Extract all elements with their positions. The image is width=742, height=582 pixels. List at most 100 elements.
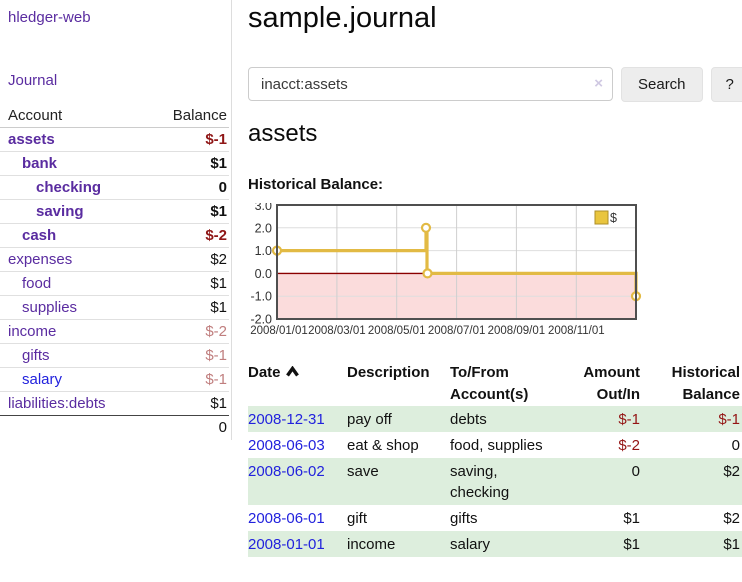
transaction-balance: $-1 — [718, 411, 740, 428]
search-form: × Search ? — [248, 67, 742, 102]
sidebar-account-row: supplies $1 — [0, 296, 229, 320]
transaction-amount: 0 — [631, 463, 640, 480]
brand-link[interactable]: hledger-web — [8, 9, 91, 26]
account-balance: $-2 — [205, 227, 227, 244]
account-link[interactable]: saving — [36, 203, 84, 220]
v-gridlines — [336, 206, 577, 318]
svg-text:-1.0: -1.0 — [250, 290, 272, 304]
transaction-amount: $1 — [623, 510, 640, 527]
transaction-balance: $2 — [723, 463, 740, 480]
accounts-total-row: 0 — [0, 416, 229, 440]
legend-swatch — [594, 210, 609, 225]
account-balance: $-1 — [205, 371, 227, 388]
transaction-amount: $1 — [623, 536, 640, 553]
svg-text:2008/07/01: 2008/07/01 — [428, 325, 486, 337]
transaction-date-link[interactable]: 2008-06-02 — [248, 463, 325, 480]
transaction-description: pay off — [347, 411, 392, 428]
transaction-accounts: debts — [450, 411, 487, 428]
account-link[interactable]: expenses — [8, 251, 73, 268]
sidebar-account-row: checking 0 — [0, 176, 229, 200]
sidebar-account-row: assets $-1 — [0, 128, 229, 152]
transaction-balance: $2 — [723, 510, 740, 527]
sidebar-account-row: saving $1 — [0, 200, 229, 224]
svg-text:-2.0: -2.0 — [250, 313, 272, 327]
sidebar-account-row: food $1 — [0, 272, 229, 296]
sidebar-account-row: liabilities:debts $1 — [0, 392, 229, 416]
svg-text:2008/03/01: 2008/03/01 — [308, 325, 366, 337]
sort-ascending-icon — [285, 362, 299, 384]
date-column-header[interactable]: Date — [248, 362, 347, 406]
y-axis-ticks: 3.0 2.0 1.0 0.0 -1.0 -2.0 — [250, 203, 272, 327]
clear-search-icon[interactable]: × — [594, 75, 603, 92]
x-axis-ticks: 2008/01/01 2008/03/01 2008/05/01 2008/07… — [250, 325, 604, 337]
search-button[interactable]: Search — [621, 67, 703, 102]
svg-text:0.0: 0.0 — [255, 267, 272, 281]
account-balance: $1 — [210, 155, 227, 172]
table-row: 2008-06-02 save saving, checking 0 $2 — [248, 458, 742, 505]
sidebar-account-row: salary $-1 — [0, 368, 229, 392]
transaction-description: eat & shop — [347, 437, 419, 454]
transaction-date-link[interactable]: 2008-01-01 — [248, 536, 325, 553]
transaction-amount: $-1 — [618, 411, 640, 428]
transaction-date-link[interactable]: 2008-12-31 — [248, 411, 325, 428]
chart-label: Historical Balance: — [248, 176, 384, 193]
sidebar-account-row: cash $-2 — [0, 224, 229, 248]
transaction-description: save — [347, 463, 379, 480]
sidebar-account-row: expenses $2 — [0, 248, 229, 272]
account-link[interactable]: income — [8, 323, 57, 340]
accounts-column-header: To/From Account(s) — [450, 364, 529, 403]
main-content: sample.journal × Search ? assets Histori… — [248, 0, 742, 582]
balance-column-header: Balance — [172, 107, 227, 124]
table-row: 2008-01-01 income salary $1 $1 — [248, 531, 742, 557]
svg-text:1.0: 1.0 — [255, 244, 272, 258]
transaction-accounts: salary — [450, 536, 491, 553]
transaction-accounts: gifts — [450, 510, 478, 527]
sidebar-account-row: bank $1 — [0, 152, 229, 176]
account-balance: $-2 — [205, 323, 227, 340]
balance-series-line — [277, 226, 638, 297]
transaction-date-link[interactable]: 2008-06-01 — [248, 510, 325, 527]
svg-text:2008/05/01: 2008/05/01 — [368, 325, 426, 337]
svg-text:2.0: 2.0 — [255, 221, 272, 235]
accounts-table: Account Balance assets $-1 bank $1 checking 0… — [0, 104, 229, 440]
account-link[interactable]: salary — [22, 371, 63, 388]
account-balance: $1 — [210, 275, 227, 292]
account-link[interactable]: liabilities:debts — [8, 395, 106, 412]
nav-journal-link[interactable]: Journal — [8, 72, 58, 89]
register-header: Date Description To/From Account(s) Amoun… — [248, 362, 742, 406]
account-link[interactable]: cash — [22, 227, 57, 244]
transaction-balance: $1 — [723, 536, 740, 553]
account-column-header: Account — [8, 107, 63, 124]
svg-text:3.0: 3.0 — [255, 203, 272, 213]
account-link[interactable]: food — [22, 275, 52, 292]
svg-text:2008/11/01: 2008/11/01 — [548, 325, 605, 337]
account-balance: $1 — [210, 203, 227, 220]
transaction-date-link[interactable]: 2008-06-03 — [248, 437, 325, 454]
svg-text:2008/09/01: 2008/09/01 — [488, 325, 546, 337]
account-link[interactable]: gifts — [22, 347, 50, 364]
table-row: 2008-12-31 pay off debts $-1 $-1 — [248, 406, 742, 432]
help-button[interactable]: ? — [710, 67, 742, 102]
register-table: Date Description To/From Account(s) Amoun… — [248, 362, 742, 557]
account-balance: $2 — [210, 251, 227, 268]
legend-label: $ — [610, 211, 617, 225]
account-link[interactable]: checking — [36, 179, 102, 196]
svg-text:2008/01/01: 2008/01/01 — [250, 325, 308, 337]
account-title: assets — [248, 120, 318, 147]
description-column-header: Description — [347, 364, 430, 381]
account-balance: $1 — [210, 395, 227, 412]
historical-balance-chart: $ 3.0 2.0 1.0 0.0 -1.0 -2.0 2008/01/01 2… — [250, 203, 642, 337]
amount-column-header: Amount Out/In — [583, 364, 640, 403]
sidebar-account-row: gifts $-1 — [0, 344, 229, 368]
table-row: 2008-06-03 eat & shop food, supplies $-2 0 — [248, 432, 742, 458]
account-link[interactable]: bank — [22, 155, 58, 172]
transaction-balance: 0 — [731, 437, 740, 454]
account-link[interactable]: supplies — [22, 299, 78, 316]
account-balance: 0 — [218, 179, 227, 196]
balance-column-header: Historical Balance — [671, 364, 740, 403]
transaction-accounts: food, supplies — [450, 437, 543, 454]
account-balance: $-1 — [205, 131, 227, 148]
search-input[interactable] — [248, 67, 613, 101]
account-balance: $1 — [210, 299, 227, 316]
account-link[interactable]: assets — [8, 131, 55, 148]
